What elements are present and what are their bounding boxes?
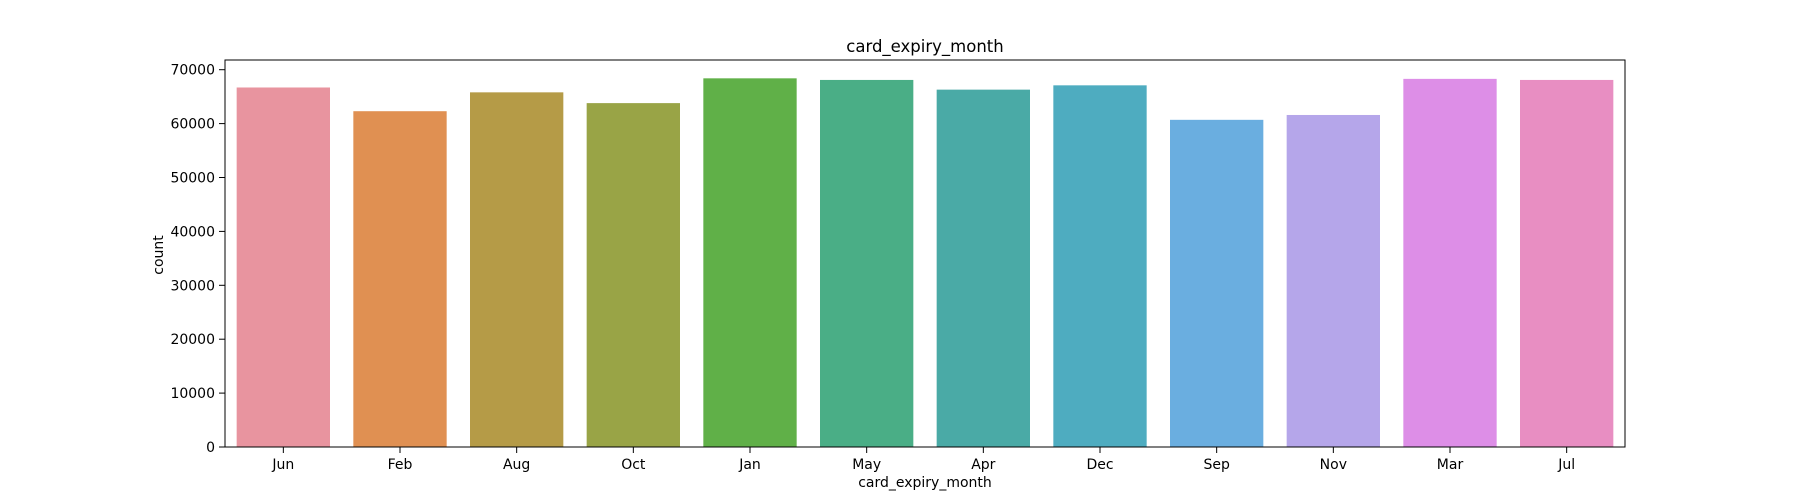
x-tick-label: Jan <box>738 457 761 473</box>
x-tick-label: Jun <box>271 457 294 473</box>
bars-layer <box>236 78 1614 448</box>
x-tick-label: Apr <box>971 457 995 473</box>
plot-frame <box>224 59 1626 448</box>
x-tick-label: Dec <box>1086 457 1113 473</box>
x-tick-label: Aug <box>503 457 530 473</box>
y-axis: 0 10000 20000 30000 40000 50000 60000 70000 <box>170 63 225 456</box>
x-tick-label: May <box>852 457 881 473</box>
x-tick-label: Feb <box>388 457 413 473</box>
y-tick-label: 10000 <box>170 386 215 402</box>
bar-mar <box>1403 78 1497 448</box>
x-tick-label: Mar <box>1437 457 1464 473</box>
bar-dec <box>1053 85 1147 447</box>
x-tick-label: Sep <box>1203 457 1230 473</box>
bar-apr <box>936 89 1030 448</box>
y-tick-label: 60000 <box>170 117 215 133</box>
bar-aug <box>470 92 564 447</box>
bar-jan <box>703 78 797 448</box>
bar-jun <box>236 87 330 447</box>
y-tick-label: 70000 <box>170 63 215 79</box>
bar-nov <box>1286 114 1380 447</box>
bar-feb <box>353 111 447 447</box>
x-axis-title: card_expiry_month <box>858 475 992 491</box>
y-tick-label: 50000 <box>170 171 215 187</box>
x-tick-label: Oct <box>621 457 646 473</box>
y-tick-label: 20000 <box>170 332 215 348</box>
y-tick-label: 0 <box>206 440 215 456</box>
x-tick-label: Nov <box>1320 457 1347 473</box>
x-tick-label: Jul <box>1557 457 1575 473</box>
bar-may <box>820 79 914 447</box>
y-axis-title: count <box>151 235 167 275</box>
x-axis: Jun Feb Aug Oct Jan May Apr Dec Sep Nov Mar Jul <box>271 447 1575 473</box>
y-tick-label: 30000 <box>170 278 215 294</box>
y-tick-label: 40000 <box>170 224 215 240</box>
bar-sep <box>1170 119 1264 448</box>
chart-title: card_expiry_month <box>846 37 1003 57</box>
bar-jul <box>1520 79 1614 447</box>
bar-oct <box>586 103 680 447</box>
